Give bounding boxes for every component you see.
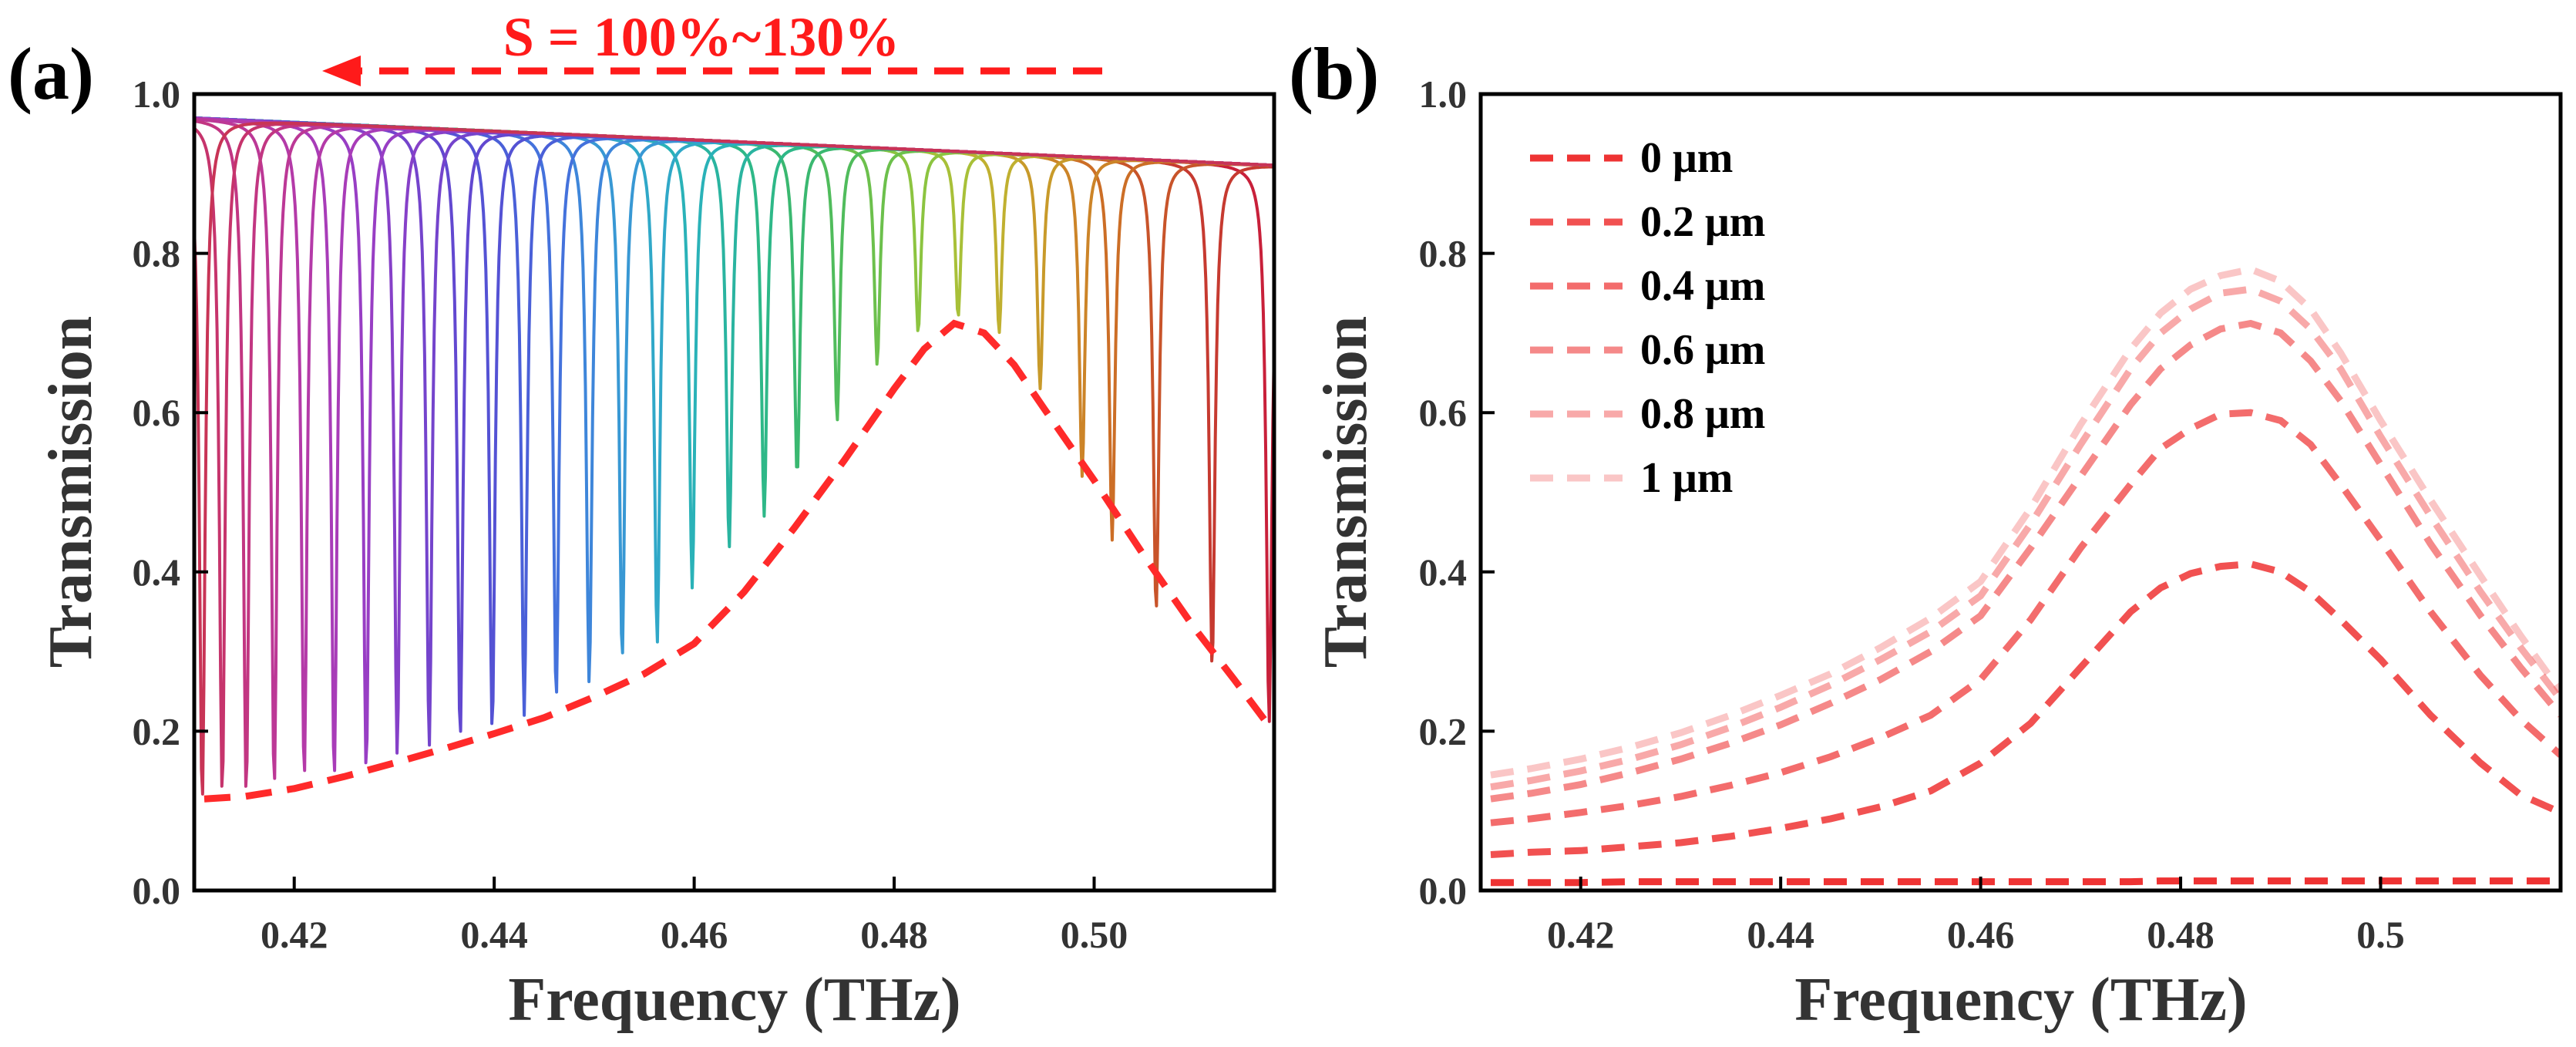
b-y-tick-label: 1.0 — [1419, 72, 1468, 116]
panel-a: (a) S = 100%~130% 0.42 0.44 0.46 0.48 0.500.… — [8, 6, 1276, 1034]
a-y-tick-label: 0.4 — [133, 550, 181, 594]
a-x-tick-label: 0.48 — [860, 913, 928, 956]
panel-a-label: (a) — [8, 32, 94, 115]
x-axis-label-b: Frequency (THz) — [1794, 966, 2247, 1034]
a-x-tick-label: 0.50 — [1061, 913, 1128, 956]
legend-label: 0.8 μm — [1640, 390, 1765, 438]
b-y-tick-label: 0.8 — [1419, 232, 1468, 275]
legend-item: 0.2 μm — [1530, 198, 1765, 246]
resonance-curves — [194, 116, 1274, 803]
legend-item: 0.6 μm — [1530, 326, 1765, 374]
a-x-tick-label: 0.42 — [261, 913, 328, 956]
series-line — [1490, 285, 2561, 791]
a-y-tick-label: 0.8 — [133, 232, 181, 275]
a-y-tick-label: 0.6 — [133, 391, 181, 434]
axis-ticks-a: 0.42 0.44 0.46 0.48 0.50 0.0 0.2 0.4 0.6 0.8 1.0 — [133, 72, 1128, 956]
a-x-tick-label: 0.44 — [460, 913, 528, 956]
legend-label: 1 μm — [1640, 454, 1733, 502]
legend-item: 1 μm — [1530, 454, 1733, 502]
legend-label: 0 μm — [1640, 134, 1733, 182]
annotation-arrow — [322, 56, 1102, 86]
legend-label: 0.2 μm — [1640, 198, 1765, 246]
panel-b-label: (b) — [1289, 32, 1379, 115]
b-y-tick-label: 0.2 — [1419, 709, 1468, 752]
legend-b: 0 μm 0.2 μm 0.4 μm 0.6 μm 0.8 μm 1 μm — [1530, 134, 1765, 502]
axes-frame-a — [192, 92, 1276, 893]
a-y-tick-label: 0.0 — [133, 869, 181, 912]
envelope-dashed-line — [203, 319, 1267, 803]
resonance-curve — [194, 116, 1274, 765]
b-x-tick-label: 0.42 — [1547, 913, 1615, 956]
series-line — [1491, 877, 2561, 887]
legend-item: 0.8 μm — [1530, 390, 1765, 438]
resonance-curve — [194, 122, 1274, 788]
scaling-annotation: S = 100%~130% — [503, 6, 900, 68]
a-x-tick-label: 0.46 — [661, 913, 728, 956]
b-y-tick-label: 0.4 — [1419, 550, 1468, 594]
y-axis-label-a: Transmission — [37, 316, 105, 668]
resonance-curve — [194, 121, 1274, 796]
legend-label: 0.6 μm — [1640, 326, 1765, 374]
plot-area-b — [1490, 265, 2561, 887]
b-x-tick-label: 0.44 — [1747, 913, 1814, 956]
y-axis-label-b: Transmission — [1312, 316, 1380, 668]
resonance-curve — [194, 119, 1274, 788]
b-y-tick-label: 0.0 — [1419, 869, 1468, 912]
series-lines — [1490, 265, 2561, 887]
a-y-tick-label: 0.2 — [133, 709, 181, 752]
legend-item: 0 μm — [1530, 134, 1733, 182]
plot-area-a — [194, 116, 1274, 803]
series-line — [1490, 409, 2561, 826]
legend-item: 0.4 μm — [1530, 262, 1765, 310]
series-line — [1490, 560, 2561, 858]
panel-b: (b) 0.42 0.44 0.46 0.48 0.5 0.0 0.2 0.4 0.6 0.8 1.… — [1289, 32, 2563, 1034]
a-y-tick-label: 1.0 — [133, 72, 181, 116]
series-line — [1490, 319, 2561, 803]
axis-ticks-b: 0.42 0.44 0.46 0.48 0.5 0.0 0.2 0.4 0.6 0.8 1.0 — [1419, 72, 2405, 956]
legend-label: 0.4 μm — [1640, 262, 1765, 310]
b-x-tick-label: 0.46 — [1947, 913, 2015, 956]
axes-frame-b — [1478, 92, 2563, 893]
x-axis-label-a: Frequency (THz) — [508, 966, 960, 1034]
series-line — [1490, 265, 2561, 779]
b-x-tick-label: 0.5 — [2356, 913, 2405, 956]
b-x-tick-label: 0.48 — [2147, 913, 2214, 956]
b-y-tick-label: 0.6 — [1419, 391, 1468, 434]
